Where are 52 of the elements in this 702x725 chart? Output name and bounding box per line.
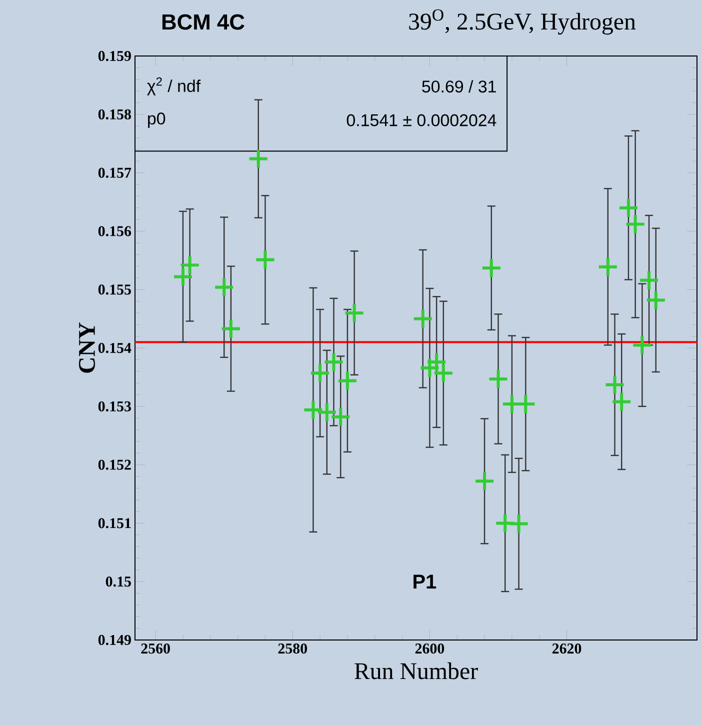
point — [488, 368, 509, 390]
point — [624, 214, 646, 235]
x-axis-title: Run Number — [354, 662, 478, 680]
y-tick-label: 0.15 — [106, 576, 131, 587]
point — [412, 308, 434, 330]
y-tick-label: 0.158 — [98, 109, 131, 120]
y-tick-label: 0.155 — [98, 284, 131, 295]
annotation: 0.1541 ± 0.0002024 — [346, 114, 496, 126]
point — [474, 470, 496, 492]
point — [618, 197, 639, 218]
point — [336, 370, 358, 392]
point — [419, 357, 440, 378]
y-tick-label: 0.149 — [98, 634, 131, 646]
chart-subtitle: 39$^{O}$, 2.5GeV, Hydrogen — [409, 9, 636, 35]
point — [480, 257, 502, 278]
point — [494, 512, 516, 534]
point — [310, 362, 331, 384]
y-tick-label: 0.159 — [98, 50, 131, 62]
x-tick-label: 2580 — [278, 644, 308, 654]
point — [254, 249, 276, 270]
point — [172, 266, 194, 288]
point — [604, 374, 626, 396]
point — [344, 302, 365, 324]
annotation: 50.69 / 31 — [422, 80, 496, 93]
point — [302, 399, 324, 420]
point — [508, 513, 530, 534]
point — [330, 406, 352, 428]
point — [638, 270, 660, 291]
x-tick-label: 2620 — [552, 644, 582, 654]
annotation: p0 — [148, 112, 166, 128]
y-tick-label: 0.153 — [98, 401, 131, 412]
point — [323, 352, 344, 373]
x-tick-label: 2560 — [141, 644, 170, 654]
point — [632, 334, 653, 356]
annotation: χ$^{2}$ / ndf — [147, 77, 201, 96]
point — [645, 290, 666, 311]
point — [179, 254, 200, 276]
chart-title: BCM 4C — [162, 14, 244, 30]
y-tick-label: 0.154 — [98, 342, 132, 354]
point — [597, 256, 618, 278]
point — [220, 318, 242, 340]
annotation: P1 — [414, 574, 436, 588]
y-tick-label: 0.156 — [98, 226, 132, 236]
y-tick-label: 0.157 — [98, 168, 132, 178]
point — [611, 391, 632, 412]
y-tick-label: 0.152 — [98, 460, 131, 470]
point — [316, 402, 338, 423]
point — [248, 148, 269, 170]
y-tick-label: 0.151 — [98, 518, 131, 528]
point — [214, 276, 235, 298]
x-tick-label: 2600 — [415, 644, 444, 654]
y-axis-title: CNY — [78, 322, 96, 373]
